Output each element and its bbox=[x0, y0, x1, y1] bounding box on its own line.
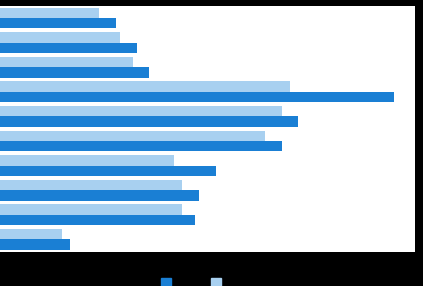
Bar bbox=[0, 116, 299, 127]
Bar bbox=[0, 43, 137, 53]
Bar bbox=[0, 92, 394, 102]
Bar bbox=[0, 8, 99, 18]
Bar bbox=[0, 190, 199, 200]
Bar bbox=[0, 229, 62, 239]
Bar bbox=[0, 239, 71, 250]
Bar bbox=[0, 18, 116, 28]
Bar bbox=[0, 180, 182, 190]
Bar bbox=[0, 166, 216, 176]
Legend: 2011, 2007: 2011, 2007 bbox=[157, 273, 257, 286]
Bar bbox=[0, 131, 265, 141]
Bar bbox=[0, 204, 182, 215]
Bar bbox=[0, 67, 149, 78]
Bar bbox=[0, 57, 133, 67]
Bar bbox=[0, 155, 174, 166]
Bar bbox=[0, 32, 120, 43]
Bar bbox=[0, 215, 195, 225]
Bar bbox=[0, 106, 282, 116]
Bar bbox=[0, 82, 290, 92]
Bar bbox=[0, 141, 282, 151]
